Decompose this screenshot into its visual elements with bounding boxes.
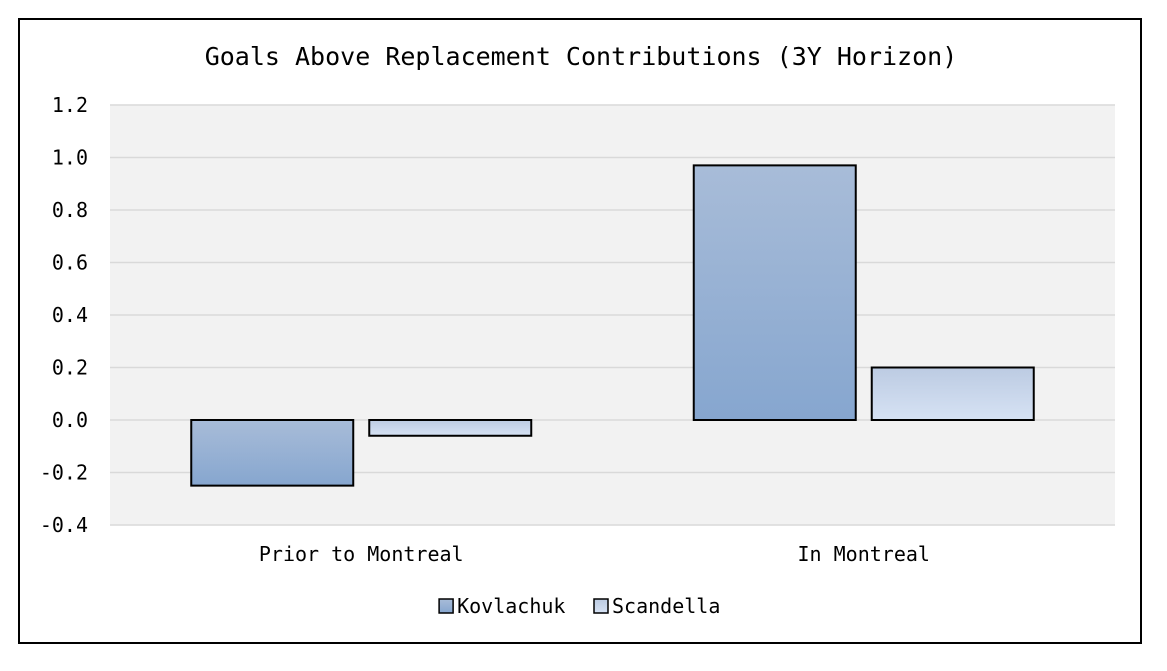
legend-item-scandella: Scandella — [593, 594, 720, 618]
y-tick-label: 0.2 — [52, 356, 88, 380]
legend-label: Scandella — [612, 594, 720, 618]
y-axis-tick-labels: 1.2 1.0 0.8 0.6 0.4 0.2 0.0 -0.2 -0.4 — [40, 93, 88, 537]
y-tick-label: 0.6 — [52, 251, 88, 275]
y-tick-label: 0.4 — [52, 303, 88, 327]
x-tick-label: Prior to Montreal — [259, 542, 464, 566]
bars — [190, 164, 1035, 487]
x-tick-label: In Montreal — [798, 542, 930, 566]
y-tick-label: 0.0 — [52, 408, 88, 432]
legend-item-kovlachuk: Kovlachuk — [438, 594, 565, 618]
y-tick-label: 1.0 — [52, 146, 88, 170]
y-tick-label: -0.2 — [40, 461, 88, 485]
legend: Kovlachuk Scandella — [438, 594, 720, 618]
legend-label: Kovlachuk — [457, 594, 565, 618]
x-axis-tick-labels: Prior to Montreal In Montreal — [259, 542, 930, 566]
bar-scandella-0 — [368, 419, 533, 437]
legend-swatch — [438, 598, 454, 614]
y-tick-label: -0.4 — [40, 513, 88, 537]
legend-swatch — [593, 598, 609, 614]
chart-title: Goals Above Replacement Contributions (3… — [205, 42, 958, 71]
bar-kovlachuk-1 — [692, 164, 857, 421]
bar-kovlachuk-0 — [190, 419, 355, 487]
bar-scandella-1 — [870, 366, 1035, 421]
y-tick-label: 0.8 — [52, 198, 88, 222]
y-tick-label: 1.2 — [52, 93, 88, 117]
